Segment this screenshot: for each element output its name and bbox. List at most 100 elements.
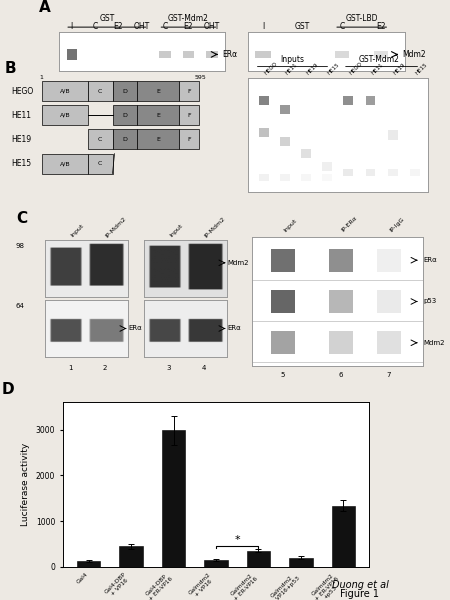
Text: I: I <box>262 22 265 31</box>
Bar <box>343 169 353 176</box>
Text: Input: Input <box>169 223 184 238</box>
Text: E2: E2 <box>114 22 123 31</box>
FancyBboxPatch shape <box>179 106 199 125</box>
Text: D: D <box>122 113 127 118</box>
Bar <box>410 169 420 176</box>
Text: Input: Input <box>283 218 298 233</box>
Text: E2: E2 <box>377 22 386 31</box>
Bar <box>365 169 375 176</box>
Text: E: E <box>156 89 160 94</box>
Bar <box>343 96 353 106</box>
Bar <box>183 51 194 58</box>
Bar <box>322 163 332 172</box>
FancyBboxPatch shape <box>42 154 88 173</box>
Text: 1: 1 <box>68 365 72 371</box>
Bar <box>162 430 185 567</box>
Text: HE11: HE11 <box>11 111 31 120</box>
FancyBboxPatch shape <box>137 130 179 149</box>
Text: HE15: HE15 <box>415 62 429 76</box>
Text: F: F <box>187 113 191 118</box>
Text: ERα: ERα <box>423 257 437 263</box>
Bar <box>365 96 375 106</box>
Bar <box>301 174 310 181</box>
FancyBboxPatch shape <box>112 106 137 125</box>
Text: A/B: A/B <box>59 113 70 118</box>
Text: 64: 64 <box>16 303 25 309</box>
Text: A: A <box>39 0 50 15</box>
Text: Mdm2: Mdm2 <box>227 260 249 266</box>
Bar <box>377 290 401 313</box>
Text: HE15: HE15 <box>11 159 31 168</box>
Bar <box>259 96 269 106</box>
Bar <box>204 560 228 567</box>
Text: p53: p53 <box>423 298 436 304</box>
Bar <box>280 106 290 115</box>
Text: OHT: OHT <box>134 22 150 31</box>
Text: E2: E2 <box>184 22 193 31</box>
Text: IP-Mdm2: IP-Mdm2 <box>105 215 128 238</box>
Bar <box>322 174 332 181</box>
Text: *: * <box>234 535 240 545</box>
Bar <box>247 551 270 567</box>
Text: C: C <box>16 211 27 226</box>
Text: Input: Input <box>70 223 85 238</box>
FancyBboxPatch shape <box>42 81 88 101</box>
Bar <box>77 561 100 567</box>
Bar <box>329 331 353 355</box>
Bar <box>335 50 349 58</box>
Text: B: B <box>5 61 17 76</box>
Text: HEGO: HEGO <box>264 61 279 76</box>
Text: GST-Mdm2: GST-Mdm2 <box>359 55 399 64</box>
Bar <box>289 558 313 567</box>
Bar <box>256 50 271 58</box>
Text: A/B: A/B <box>59 89 70 94</box>
FancyBboxPatch shape <box>179 130 199 149</box>
Text: 1: 1 <box>39 75 43 80</box>
Text: F: F <box>187 89 191 94</box>
Text: IP-IgG: IP-IgG <box>389 217 405 233</box>
Text: D: D <box>122 137 127 142</box>
Text: HE19: HE19 <box>393 62 406 76</box>
Bar <box>271 331 295 355</box>
Text: HE11: HE11 <box>285 62 298 76</box>
Text: ERα: ERα <box>128 325 142 331</box>
Text: Mdm2: Mdm2 <box>423 340 445 346</box>
Text: 2: 2 <box>103 365 107 371</box>
Text: E: E <box>156 137 160 142</box>
FancyBboxPatch shape <box>88 130 112 149</box>
Bar <box>67 49 77 60</box>
Text: 6: 6 <box>339 373 343 379</box>
Text: HE15: HE15 <box>327 62 341 76</box>
Text: IP-ERα: IP-ERα <box>341 215 359 233</box>
Y-axis label: Luciferase activity: Luciferase activity <box>21 443 30 526</box>
Bar <box>280 174 290 181</box>
Bar <box>271 248 295 272</box>
Text: F: F <box>187 137 191 142</box>
Bar <box>388 130 398 140</box>
Text: Figure 1: Figure 1 <box>341 589 379 599</box>
Bar <box>271 290 295 313</box>
Bar <box>329 290 353 313</box>
Text: I: I <box>71 22 73 31</box>
Text: 3: 3 <box>166 365 171 371</box>
Text: IP-Mdm2: IP-Mdm2 <box>204 215 227 238</box>
Text: C: C <box>93 22 98 31</box>
Text: D: D <box>2 382 14 397</box>
Text: 4: 4 <box>202 365 206 371</box>
Text: Duong et al: Duong et al <box>332 580 388 590</box>
Text: ERα: ERα <box>222 50 238 59</box>
Text: Inputs: Inputs <box>280 55 305 64</box>
FancyBboxPatch shape <box>137 81 179 101</box>
Bar <box>119 547 143 567</box>
Bar <box>301 149 310 158</box>
Text: GST: GST <box>295 22 310 31</box>
Text: Mdm2: Mdm2 <box>403 50 426 59</box>
Bar <box>377 248 401 272</box>
Bar <box>259 174 269 181</box>
Text: 595: 595 <box>194 75 207 80</box>
Text: C: C <box>98 161 102 166</box>
FancyBboxPatch shape <box>112 130 137 149</box>
Text: C: C <box>339 22 345 31</box>
FancyBboxPatch shape <box>137 106 179 125</box>
Bar <box>329 248 353 272</box>
